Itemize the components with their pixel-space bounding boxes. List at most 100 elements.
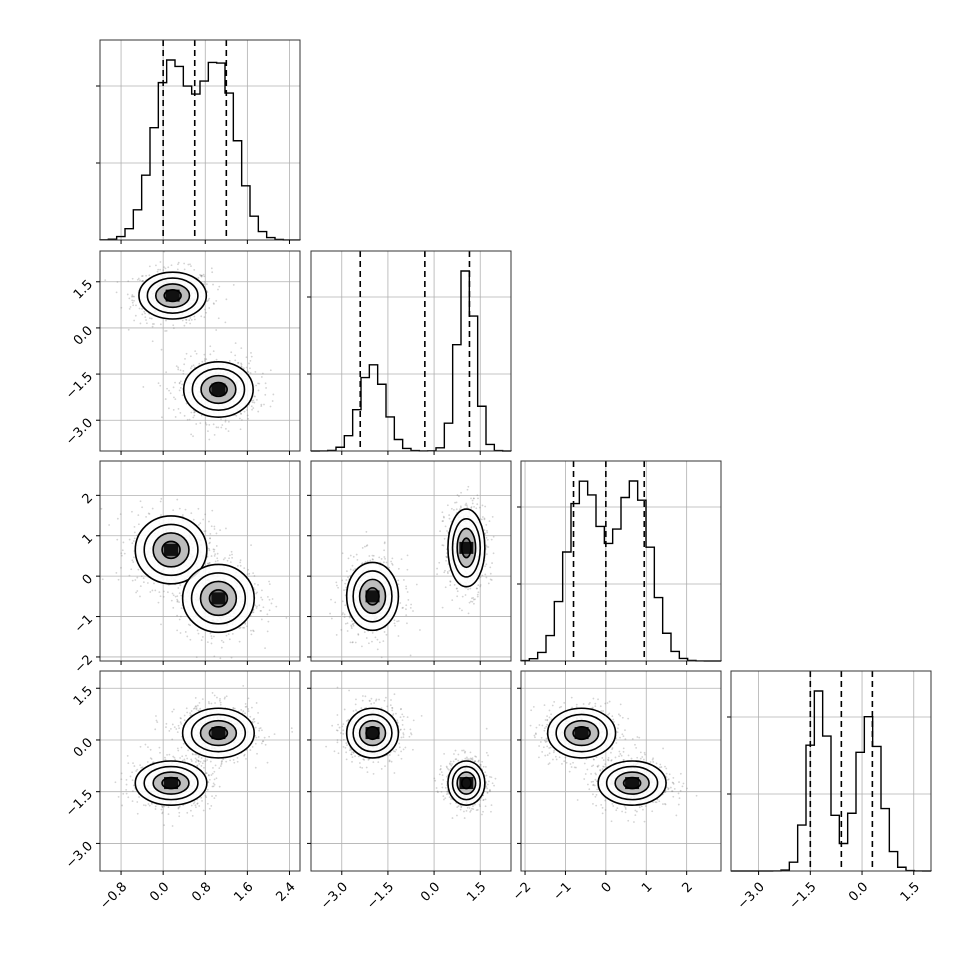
sample-point <box>255 702 258 704</box>
sample-point <box>140 575 143 578</box>
sample-point <box>215 794 217 797</box>
sample-point <box>402 606 404 609</box>
sample-point <box>456 587 458 590</box>
sample-point <box>365 545 368 547</box>
sample-point <box>137 514 140 517</box>
sample-point <box>222 758 225 761</box>
sample-point <box>334 601 337 604</box>
sample-point <box>252 399 255 402</box>
sample-point <box>127 796 130 799</box>
sample-point <box>206 788 209 791</box>
sample-point <box>179 412 182 414</box>
sample-point <box>129 775 132 778</box>
density-peak <box>365 590 380 603</box>
density-peak <box>211 592 226 605</box>
sample-point <box>470 497 472 500</box>
sample-point <box>161 806 164 808</box>
sample-point <box>472 497 475 500</box>
sample-point <box>192 518 195 521</box>
sample-point <box>348 616 351 619</box>
sample-point <box>446 504 449 507</box>
sample-point <box>405 604 408 607</box>
sample-point <box>465 502 468 505</box>
sample-point <box>185 754 187 757</box>
sample-point <box>132 540 135 542</box>
sample-point <box>456 595 459 598</box>
sample-point <box>350 627 353 630</box>
sample-point <box>230 550 233 553</box>
sample-point <box>461 595 464 598</box>
sample-point <box>178 815 181 818</box>
sample-point <box>393 619 396 622</box>
sample-point <box>172 509 175 512</box>
sample-point <box>243 626 246 629</box>
sample-point <box>211 795 213 798</box>
histogram-panel-3: −3.0 −1.5 0.0 1.5 <box>727 670 932 913</box>
sample-point <box>487 582 490 585</box>
sample-point <box>131 779 134 782</box>
sample-point <box>120 552 123 555</box>
sample-point <box>190 804 193 807</box>
sample-point <box>116 517 119 520</box>
sample-point <box>162 595 165 598</box>
sample-point <box>157 601 160 604</box>
sample-point <box>243 754 246 757</box>
sample-point <box>185 707 188 710</box>
sample-point <box>139 764 142 767</box>
sample-point <box>206 300 209 303</box>
sample-point <box>475 587 478 590</box>
sample-point <box>131 277 134 280</box>
sample-point <box>222 641 225 644</box>
sample-point <box>184 357 186 360</box>
sample-point <box>201 800 203 802</box>
sample-point <box>158 746 161 749</box>
sample-point <box>210 525 213 528</box>
sample-point <box>181 759 184 762</box>
sample-point <box>194 757 197 760</box>
sample-point <box>465 504 468 507</box>
sample-point <box>117 796 120 798</box>
contour-line <box>365 587 380 606</box>
sample-point <box>239 428 242 431</box>
sample-point <box>471 502 474 505</box>
y-tick-label: −1 <box>72 612 96 636</box>
sample-point <box>127 280 130 283</box>
sample-point <box>256 398 258 401</box>
sample-point <box>471 499 474 502</box>
sample-point <box>266 630 269 633</box>
sample-point <box>466 488 469 491</box>
sample-point <box>487 546 490 548</box>
sample-point <box>227 420 230 423</box>
sample-point <box>260 610 262 612</box>
sample-point <box>200 274 202 277</box>
sample-point <box>343 613 346 616</box>
sample-point <box>151 802 153 805</box>
sample-point <box>458 495 460 498</box>
sample-point <box>176 600 179 603</box>
sample-point <box>147 746 149 749</box>
sample-point <box>147 512 150 515</box>
sample-point <box>177 261 180 264</box>
sample-point <box>357 633 360 635</box>
sample-point <box>131 771 133 774</box>
sample-point <box>352 622 355 625</box>
sample-point <box>184 631 187 633</box>
sample-point <box>216 557 219 560</box>
sample-point <box>391 557 394 560</box>
sample-point <box>341 579 344 582</box>
sample-point <box>143 310 146 313</box>
sample-point <box>215 545 218 547</box>
sample-point <box>196 629 199 632</box>
sample-point <box>236 760 239 763</box>
sample-point <box>347 576 349 579</box>
contour-line <box>154 283 191 309</box>
y-tick-label: −3.0 <box>63 416 96 449</box>
sample-point <box>206 562 209 565</box>
sample-point <box>461 609 463 612</box>
sample-point <box>157 268 160 271</box>
sample-point <box>217 426 220 429</box>
sample-point <box>383 561 385 564</box>
sample-point <box>199 522 202 525</box>
sample-point <box>347 557 350 560</box>
sample-point <box>160 497 163 500</box>
